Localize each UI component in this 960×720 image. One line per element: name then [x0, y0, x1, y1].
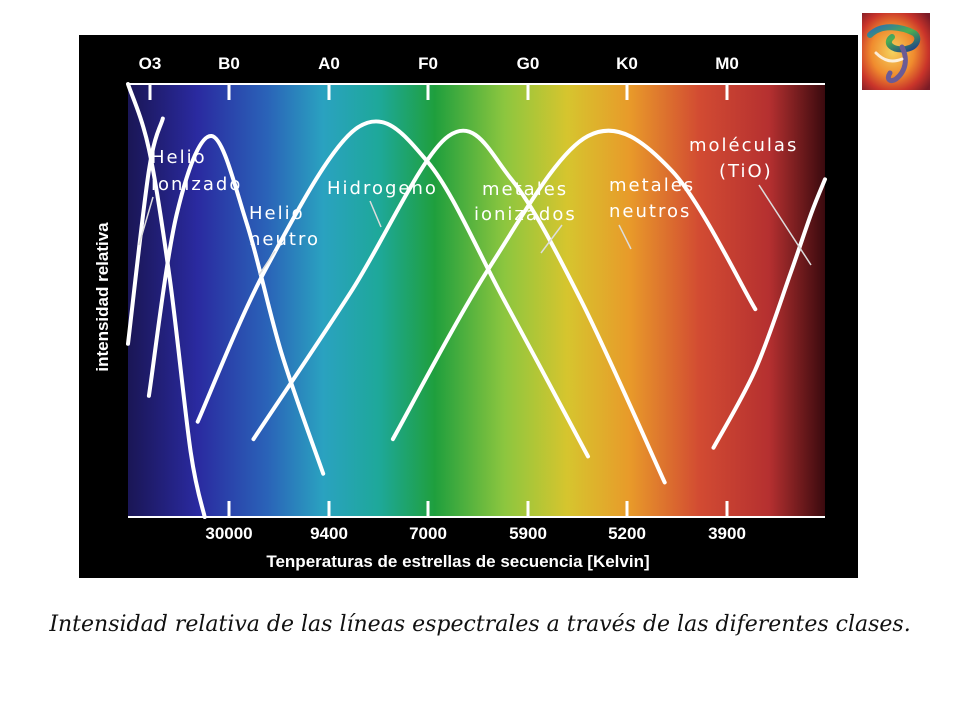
curve-annotation-label: neutro — [249, 229, 320, 250]
annotation-leader-line — [618, 224, 632, 250]
spectral-class-label: A0 — [318, 54, 340, 73]
annotation-leader-line — [540, 224, 563, 254]
curve-annotation-label: metales — [609, 175, 695, 196]
temperature-tick-label: 30000 — [205, 524, 252, 543]
curve-annotation-label: (TiO) — [719, 161, 773, 182]
curve-annotation-label: Hidrogeno — [327, 178, 438, 199]
temperature-tick-label: 3900 — [708, 524, 746, 543]
curve-annotation-label: ionizados — [474, 204, 577, 225]
curve-metales-ionizados — [251, 128, 667, 485]
annotation-leader-line — [138, 196, 154, 246]
annotation-leader-line — [369, 200, 382, 228]
curve-helio-neutro — [146, 134, 326, 476]
curve-annotation-label: moléculas — [689, 135, 798, 156]
x-axis-label: Tenperaturas de estrellas de secuencia [… — [266, 552, 649, 571]
annotation-leader-line — [758, 184, 812, 266]
curve-helio-ionizado — [126, 82, 207, 519]
curve-annotation-label: Helio — [151, 147, 207, 168]
abstract-colorful-logo-icon — [862, 13, 930, 90]
curve-metales-neutros — [390, 128, 758, 442]
y-axis-label: intensidad relativa — [93, 222, 112, 372]
figure-caption: Intensidad relativa de las líneas espect… — [49, 612, 911, 637]
spectral-class-label: M0 — [715, 54, 739, 73]
annotation-leader-line — [258, 250, 276, 276]
curve-annotation-label: Helio — [249, 203, 305, 224]
temperature-tick-label: 7000 — [409, 524, 447, 543]
curve-moléculas-tio — [711, 177, 827, 450]
curve-helio-ionizado — [126, 116, 165, 346]
spectral-class-label: B0 — [218, 54, 240, 73]
curve-annotation-label: ionizado — [151, 174, 242, 195]
spectral-class-label: G0 — [517, 54, 540, 73]
temperature-tick-label: 5200 — [608, 524, 646, 543]
curve-annotation-label: metales — [482, 179, 568, 200]
spectral-line-chart: O3 B0 A0 F0 G0 K0 M0 30000 9400 7000 5900 5200 3900… — [79, 35, 858, 578]
plot-area-background — [128, 84, 825, 517]
curve-hidrogeno — [195, 119, 590, 459]
spectral-class-label: O3 — [139, 54, 162, 73]
temperature-tick-label: 9400 — [310, 524, 348, 543]
temperature-tick-label: 5900 — [509, 524, 547, 543]
curve-annotation-label: neutros — [609, 201, 691, 222]
spectral-class-label: K0 — [616, 54, 638, 73]
spectral-class-label: F0 — [418, 54, 438, 73]
